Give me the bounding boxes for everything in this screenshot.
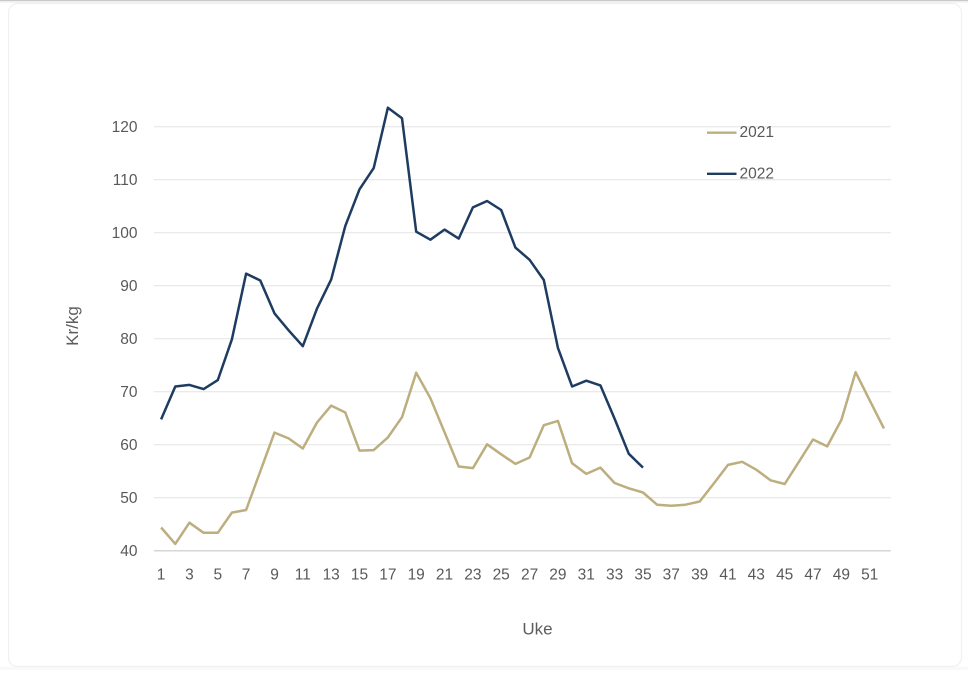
- svg-text:11: 11: [295, 567, 311, 584]
- svg-text:1: 1: [157, 567, 166, 584]
- svg-text:47: 47: [804, 567, 821, 584]
- svg-text:29: 29: [549, 567, 566, 584]
- svg-text:50: 50: [120, 490, 138, 507]
- svg-text:100: 100: [112, 225, 138, 242]
- svg-text:27: 27: [521, 567, 538, 584]
- svg-text:60: 60: [120, 437, 138, 454]
- svg-text:31: 31: [578, 567, 595, 584]
- svg-text:120: 120: [112, 119, 138, 136]
- svg-text:33: 33: [606, 567, 623, 584]
- svg-text:2022: 2022: [740, 165, 774, 182]
- svg-text:41: 41: [719, 567, 736, 584]
- svg-text:37: 37: [663, 567, 680, 584]
- svg-text:80: 80: [120, 331, 138, 348]
- svg-text:21: 21: [436, 567, 453, 584]
- svg-text:110: 110: [113, 172, 138, 189]
- svg-text:13: 13: [323, 567, 340, 584]
- svg-text:39: 39: [691, 567, 708, 584]
- svg-text:35: 35: [634, 567, 651, 584]
- svg-text:23: 23: [464, 567, 481, 584]
- svg-text:7: 7: [242, 567, 251, 584]
- svg-text:90: 90: [120, 278, 138, 295]
- svg-text:51: 51: [861, 567, 878, 584]
- svg-text:25: 25: [493, 567, 510, 584]
- svg-text:Uke: Uke: [522, 620, 552, 639]
- svg-text:3: 3: [185, 567, 194, 584]
- svg-text:5: 5: [213, 567, 222, 584]
- svg-text:45: 45: [776, 567, 793, 584]
- svg-text:9: 9: [270, 567, 279, 584]
- svg-text:17: 17: [379, 567, 396, 584]
- svg-text:49: 49: [833, 567, 850, 584]
- svg-text:70: 70: [120, 384, 138, 401]
- svg-text:15: 15: [351, 567, 368, 584]
- svg-text:19: 19: [408, 567, 425, 584]
- svg-text:Kr/kg: Kr/kg: [63, 306, 82, 346]
- svg-text:43: 43: [748, 567, 765, 584]
- svg-text:40: 40: [120, 543, 138, 560]
- svg-text:2021: 2021: [740, 124, 774, 141]
